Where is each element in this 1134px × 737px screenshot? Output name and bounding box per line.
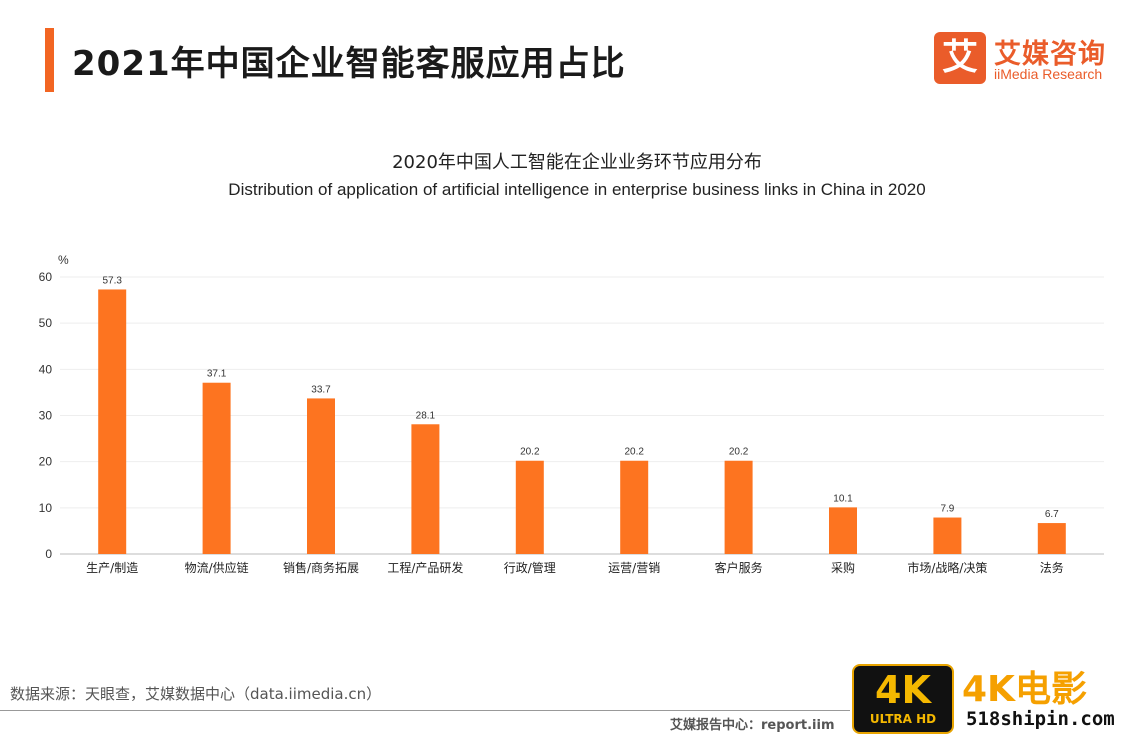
bar: [724, 460, 753, 554]
y-tick-label: 50: [39, 316, 53, 330]
data-label: 6.7: [1045, 509, 1059, 520]
bar: [620, 460, 649, 554]
y-axis-label: %: [58, 253, 69, 267]
chart-subtitle: Distribution of application of artificia…: [228, 180, 926, 199]
x-tick-label: 法务: [1040, 560, 1064, 575]
data-label: 10.1: [833, 493, 853, 504]
y-tick-label: 30: [39, 409, 53, 423]
report-center-link[interactable]: 艾媒报告中心：report.iim: [670, 718, 835, 733]
page-title: 2021年中国企业智能客服应用占比: [72, 44, 626, 84]
watermark-name: 4K电影: [962, 669, 1087, 710]
bar: [411, 424, 440, 554]
bar: [307, 398, 335, 554]
logo-name: 艾媒咨询: [994, 39, 1106, 70]
data-label: 20.2: [520, 447, 540, 458]
watermark-url: 518shipin.com: [966, 708, 1115, 730]
bar: [515, 460, 544, 554]
data-label: 20.2: [729, 447, 749, 458]
logo-subtitle: iiMedia Research: [994, 66, 1103, 82]
x-tick-label: 生产/制造: [86, 561, 138, 575]
watermark-badge-text: 4K: [875, 668, 931, 712]
data-label: 33.7: [311, 384, 331, 395]
title-accent-bar: [45, 28, 54, 92]
iimedia-logo: 艾 艾媒咨询 iiMedia Research: [934, 32, 1114, 88]
bar: [933, 517, 962, 554]
x-tick-label: 行政/管理: [504, 560, 556, 575]
data-label: 7.9: [940, 504, 954, 515]
x-tick-label: 运营/营销: [608, 561, 660, 575]
data-source: 数据来源：天眼查，艾媒数据中心（data.iimedia.cn）: [10, 685, 382, 703]
x-tick-label: 物流/供应链: [185, 560, 249, 575]
x-tick-label: 采购: [831, 560, 855, 575]
y-tick-label: 20: [39, 455, 53, 469]
data-label: 20.2: [624, 447, 644, 458]
bar-chart: 0 10 20 30 40 50 60% 57.3 生产/制造 37.1 物流/供应链 33.7 销售…: [39, 253, 1104, 575]
x-tick-label: 市场/战略/决策: [907, 560, 987, 575]
y-tick-label: 40: [39, 362, 53, 376]
logo-mark: 艾: [934, 32, 986, 84]
x-tick-label: 销售/商务拓展: [283, 560, 359, 575]
data-label: 28.1: [416, 410, 436, 421]
bar: [202, 382, 231, 554]
data-label: 57.3: [102, 275, 122, 286]
y-tick-label: 60: [39, 270, 53, 284]
data-label: 37.1: [207, 369, 227, 380]
bar: [98, 289, 127, 554]
y-tick-label: 0: [45, 547, 52, 561]
chart-title: 2020年中国人工智能在企业业务环节应用分布: [392, 152, 762, 173]
watermark-badge-sub: ULTRA HD: [869, 712, 937, 726]
watermark: 4K ULTRA HD 4K电影 518shipin.com: [850, 660, 1134, 737]
x-tick-label: 工程/产品研发: [387, 560, 463, 575]
x-tick-label: 客户服务: [715, 560, 763, 575]
bar: [829, 507, 857, 554]
y-tick-label: 10: [39, 501, 53, 515]
bar: [1037, 523, 1066, 554]
footer-divider: [0, 710, 850, 711]
watermark-badge: 4K ULTRA HD: [852, 664, 954, 734]
